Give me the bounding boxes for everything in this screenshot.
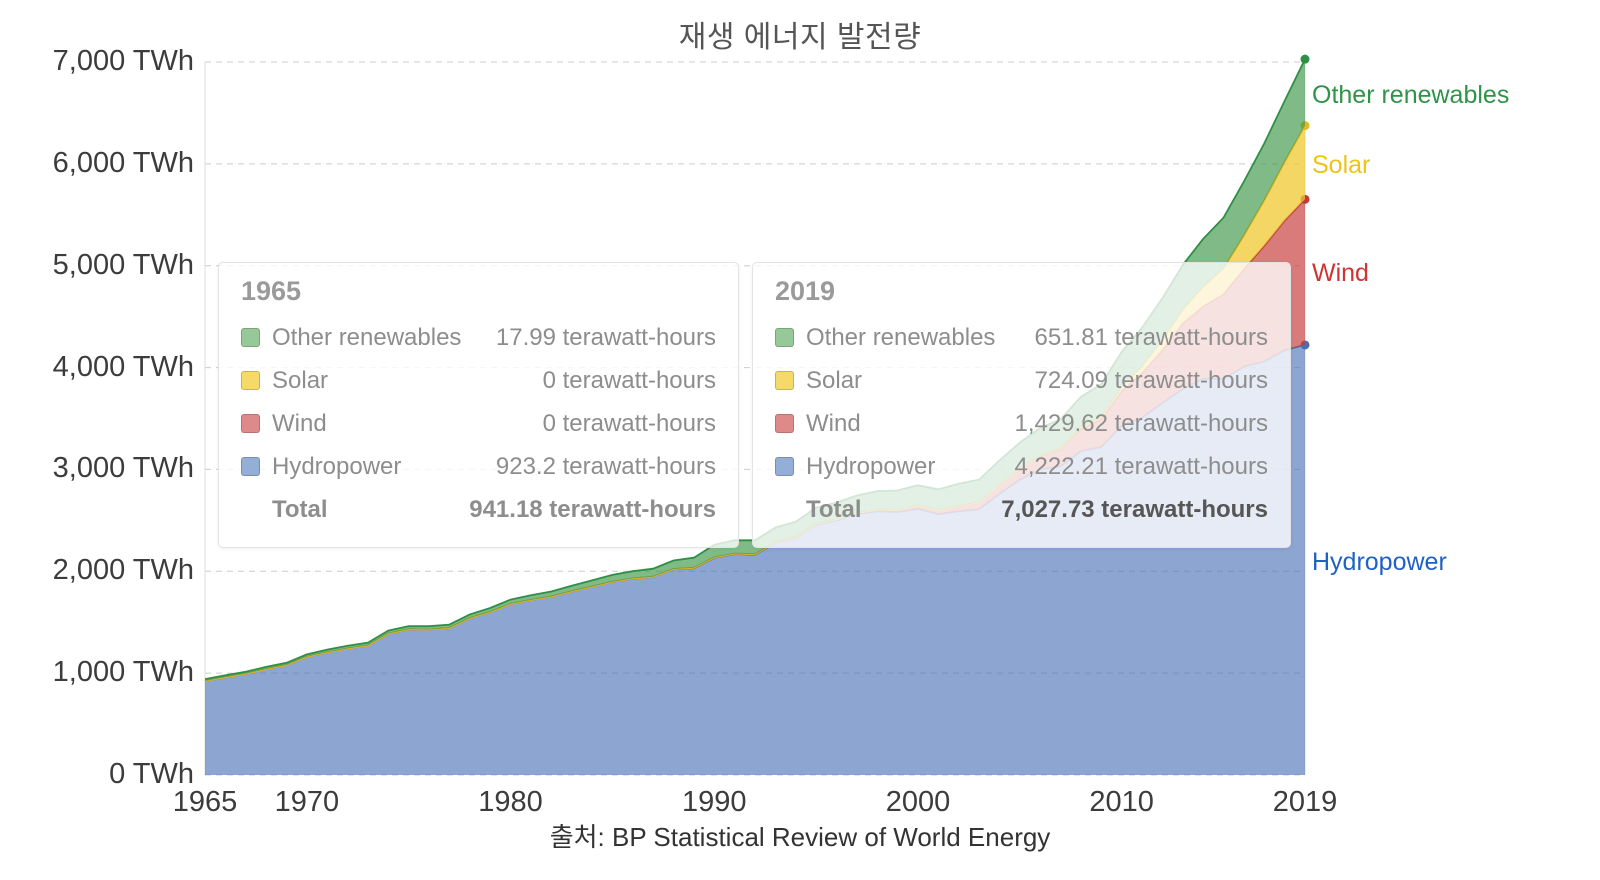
tooltip-row: Wind 0 terawatt-hours	[241, 402, 716, 445]
tooltip-row: Hydropower 4,222.21 terawatt-hours	[775, 445, 1268, 488]
tooltip-row: Solar 724.09 terawatt-hours	[775, 359, 1268, 402]
tooltip-total-value: 7,027.73 terawatt-hours	[1001, 495, 1268, 523]
tooltip-total-row: Total 941.18 terawatt-hours	[241, 488, 716, 531]
tooltip-series-value: 923.2 terawatt-hours	[495, 452, 716, 480]
y-axis-tick: 6,000 TWh	[52, 146, 194, 179]
tooltip-series-label: Wind	[272, 409, 327, 437]
tooltip-series-label: Other renewables	[806, 323, 996, 351]
other-renewables-swatch-icon	[241, 328, 260, 347]
series-label-wind: Wind	[1312, 259, 1369, 287]
tooltip-series-value: 1,429.62 terawatt-hours	[1014, 409, 1269, 437]
y-axis-tick: 7,000 TWh	[52, 45, 194, 77]
x-axis-tick: 1965	[172, 786, 238, 818]
y-axis-tick: 4,000 TWh	[52, 350, 194, 383]
y-axis-tick: 0 TWh	[109, 758, 194, 790]
y-axis-tick: 2,000 TWh	[52, 554, 194, 587]
series-label-hydropower: Hydropower	[1312, 548, 1447, 576]
tooltip-series-label: Hydropower	[806, 452, 936, 480]
tooltip-total-label: Total	[806, 495, 862, 523]
tooltip-row: Other renewables 17.99 terawatt-hours	[241, 316, 716, 359]
tooltip-series-value: 651.81 terawatt-hours	[1034, 323, 1268, 351]
tooltip-series-value: 0 terawatt-hours	[542, 409, 716, 437]
x-axis-tick: 1990	[681, 786, 747, 818]
x-axis-tick: 2019	[1272, 786, 1338, 818]
y-axis-tick: 1,000 TWh	[52, 656, 194, 689]
tooltip-row: Solar 0 terawatt-hours	[241, 359, 716, 402]
x-axis-tick: 2000	[885, 786, 951, 818]
hydropower-swatch-icon	[775, 457, 794, 476]
tooltip-series-value: 17.99 terawatt-hours	[495, 323, 716, 351]
tooltip-total-row: Total 7,027.73 terawatt-hours	[775, 488, 1268, 531]
tooltip-series-label: Hydropower	[272, 452, 402, 480]
tooltip-series-label: Other renewables	[272, 323, 462, 351]
tooltip-row: Hydropower 923.2 terawatt-hours	[241, 445, 716, 488]
wind-swatch-icon	[775, 414, 794, 433]
tooltip-row: Wind 1,429.62 terawatt-hours	[775, 402, 1268, 445]
y-axis-tick: 5,000 TWh	[52, 248, 194, 281]
tooltip-2019: 2019 Other renewables 651.81 terawatt-ho…	[752, 262, 1291, 548]
tooltip-series-value: 4,222.21 terawatt-hours	[1014, 452, 1269, 480]
tooltip-row: Other renewables 651.81 terawatt-hours	[775, 316, 1268, 359]
tooltip-series-value: 0 terawatt-hours	[542, 366, 716, 394]
series-label-solar: Solar	[1312, 151, 1371, 179]
tooltip-year: 2019	[775, 276, 836, 306]
series-label-other-renewables: Other renewables	[1312, 81, 1510, 109]
wind-swatch-icon	[241, 414, 260, 433]
tooltip-year: 1965	[241, 276, 302, 306]
tooltip-1965: 1965 Other renewables 17.99 terawatt-hou…	[218, 262, 739, 548]
tooltip-series-label: Wind	[806, 409, 861, 437]
tooltip-total-label: Total	[272, 495, 328, 523]
solar-swatch-icon	[241, 371, 260, 390]
solar-swatch-icon	[775, 371, 794, 390]
y-axis-tick: 3,000 TWh	[52, 452, 194, 485]
x-axis-tick: 2010	[1089, 786, 1154, 818]
chart-title: 재생 에너지 발전량	[678, 21, 922, 54]
tooltip-series-label: Solar	[806, 366, 863, 394]
other-renewables-swatch-icon	[775, 328, 794, 347]
x-axis-tick: 1980	[478, 786, 543, 818]
tooltip-series-value: 724.09 terawatt-hours	[1034, 366, 1268, 394]
x-axis-tick: 1970	[274, 786, 340, 818]
tooltip-total-value: 941.18 terawatt-hours	[469, 495, 716, 523]
tooltip-series-label: Solar	[272, 366, 329, 394]
hydropower-swatch-icon	[241, 457, 260, 476]
source-caption: 출처: BP Statistical Review of World Energ…	[549, 822, 1051, 852]
